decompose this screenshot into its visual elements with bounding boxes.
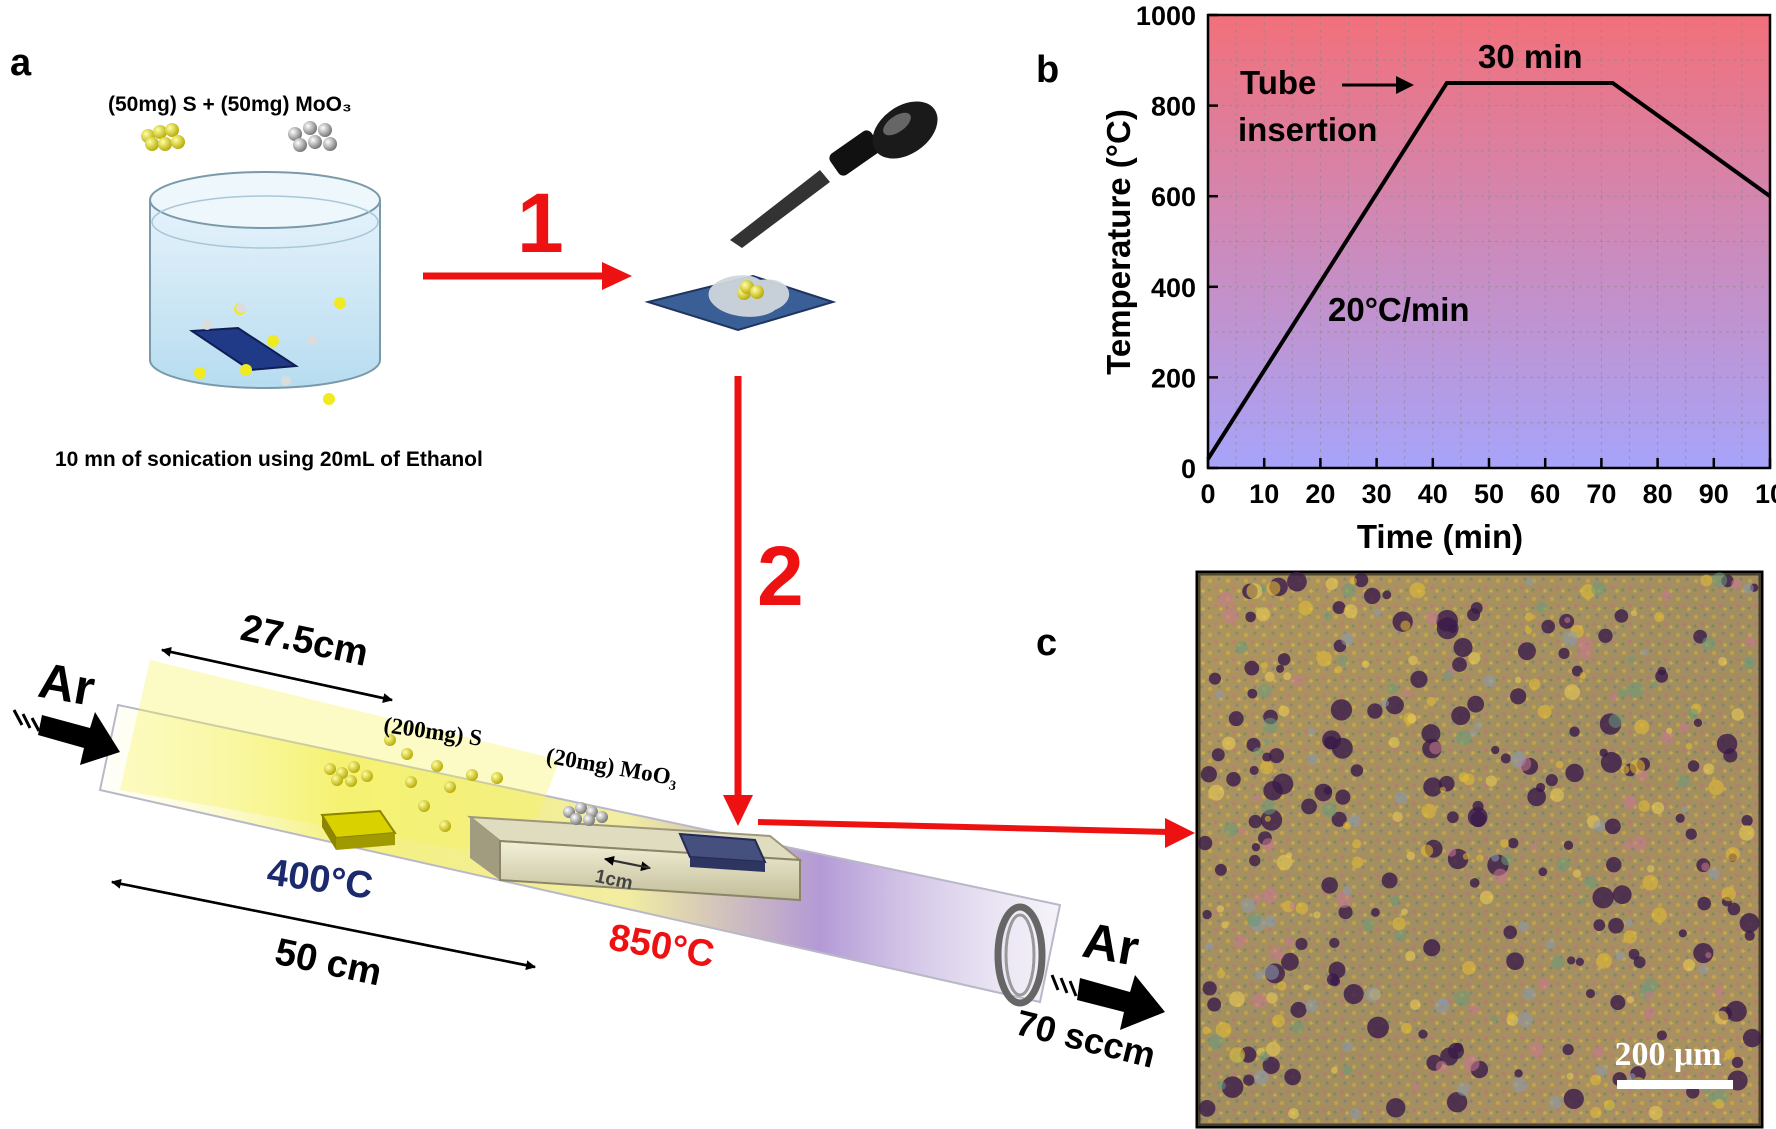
sulfur-vapor-particles: [324, 734, 503, 832]
distance-bottom-label: 50 cm: [271, 931, 385, 994]
x-axis-label: Time (min): [1357, 518, 1523, 555]
rate-annotation: 20°C/min: [1328, 291, 1470, 328]
tube-annotation-line1: Tube: [1240, 64, 1316, 101]
sonication-caption: 10 mn of sonication using 20mL of Ethano…: [55, 448, 483, 471]
ar-inlet-arrow: [12, 709, 120, 765]
step-1-arrowhead: [602, 262, 632, 290]
x-tick-label: 70: [1586, 479, 1616, 509]
substrate-with-drop-icon: [644, 274, 837, 332]
pipette-icon: [730, 101, 938, 248]
panel-c-label: c: [1036, 622, 1057, 664]
y-tick-label: 600: [1151, 182, 1196, 212]
temp-low-label: 400°C: [265, 851, 376, 907]
step-1-number: 1: [517, 176, 564, 270]
y-tick-label: 1000: [1136, 1, 1196, 31]
sulfur-pile-icon: [141, 123, 185, 151]
x-tick-label: 0: [1200, 479, 1215, 509]
step-2-number: 2: [757, 529, 804, 623]
beaker-icon: [149, 171, 381, 405]
ar-outlet-arrow: [1050, 974, 1165, 1030]
y-tick-label: 200: [1151, 363, 1196, 393]
x-tick-label: 90: [1699, 479, 1729, 509]
optical-micrograph: [1195, 570, 1764, 1129]
y-tick-label: 400: [1151, 273, 1196, 303]
x-tick-label: 80: [1643, 479, 1673, 509]
x-tick-label: 10: [1755, 479, 1776, 509]
x-tick-label: 10: [1249, 479, 1279, 509]
panel-a-label: a: [10, 42, 32, 84]
tube-annotation-line2: insertion: [1238, 111, 1377, 148]
y-axis-label: Temperature (°C): [1100, 109, 1137, 375]
y-tick-label: 0: [1181, 454, 1196, 484]
moo3-pile-icon: [288, 121, 337, 152]
x-tick-label: 50: [1474, 479, 1504, 509]
result-arrow: [757, 819, 1171, 835]
scale-bar: [1617, 1080, 1733, 1089]
gas-inlet-label: Ar: [34, 652, 98, 717]
sulfur-boat: [320, 809, 397, 850]
x-tick-label: 60: [1530, 479, 1560, 509]
grid-lines: [1208, 15, 1770, 468]
reagents-label: (50mg) S + (50mg) MoO₃: [108, 93, 352, 116]
scale-bar-label: 200 μm: [1614, 1036, 1721, 1073]
x-tick-label: 30: [1362, 479, 1392, 509]
dark-grains: [1197, 571, 1762, 1120]
hold-annotation: 30 min: [1478, 38, 1583, 75]
gas-outlet-label: Ar: [1079, 912, 1143, 977]
moo3-amount-label: (20mg) MoO₃: [544, 743, 679, 791]
step-2-arrowhead: [723, 795, 753, 826]
series-line-temperature: [1206, 80, 1772, 461]
y-tick-label: 800: [1151, 92, 1196, 122]
x-tick-label: 40: [1418, 479, 1448, 509]
panel-b-label: b: [1036, 49, 1059, 91]
distance-top-label: 27.5cm: [237, 607, 372, 675]
temperature-chart: 01020304050607080901002004006008001000 T…: [1100, 1, 1776, 555]
x-tick-label: 20: [1305, 479, 1335, 509]
result-arrowhead: [1165, 818, 1195, 848]
